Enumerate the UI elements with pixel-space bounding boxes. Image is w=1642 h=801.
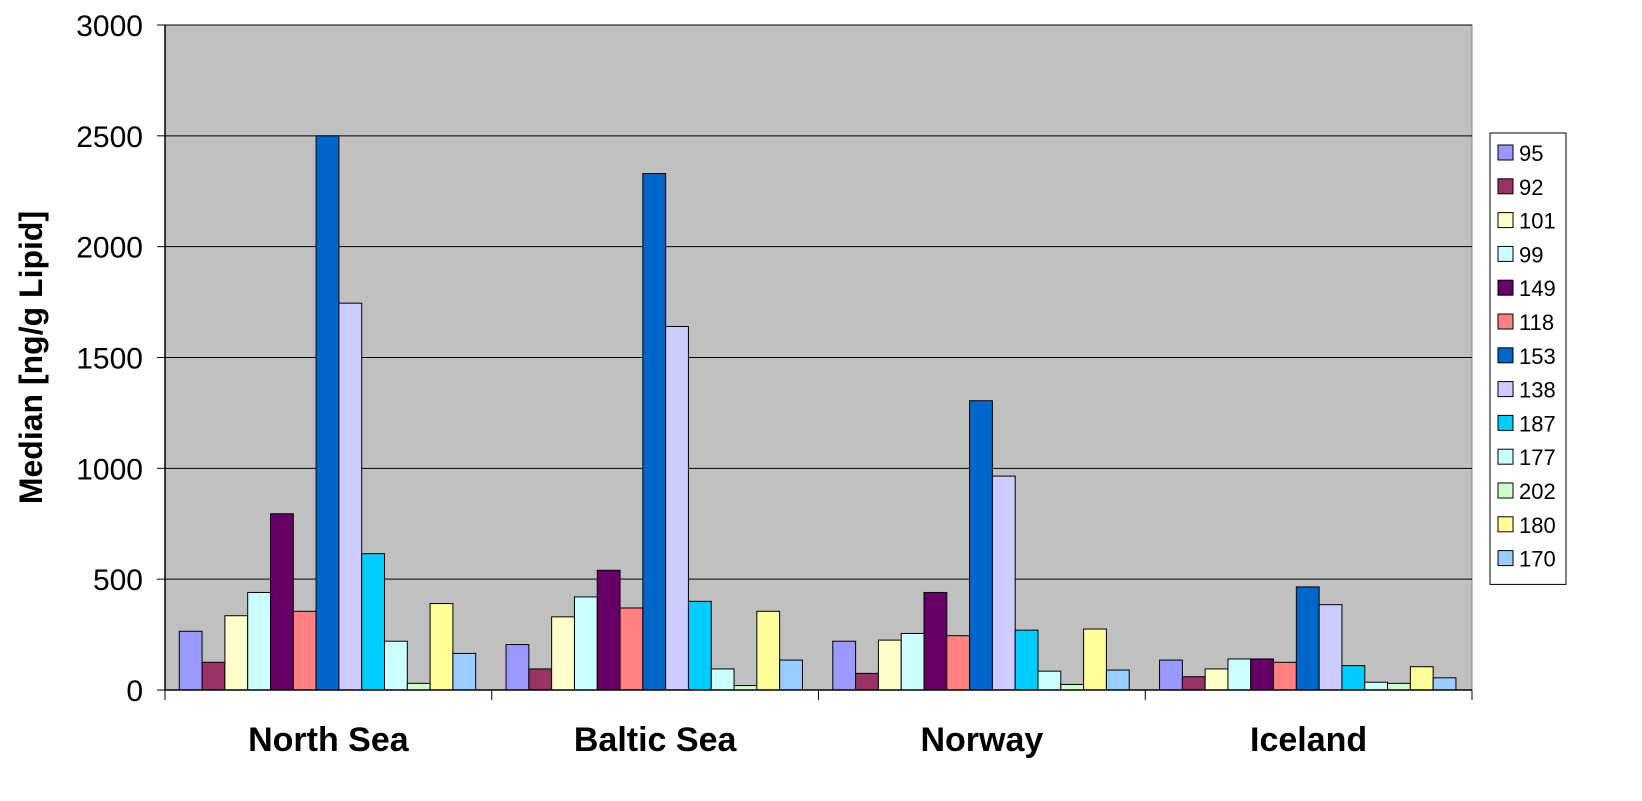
y-tick-labels: 0 500 1000 1500 2000 2500 3000 [76, 10, 143, 708]
bar-149-baltic-sea [596, 569, 621, 691]
legend-swatch [1497, 482, 1514, 499]
legend-swatch [1497, 550, 1514, 567]
bar-177-iceland [1364, 681, 1389, 691]
legend-swatch [1497, 347, 1514, 364]
legend-label: 149 [1519, 276, 1556, 301]
bar-180-iceland [1409, 666, 1434, 691]
bar-170-iceland [1432, 677, 1457, 691]
y-tick-label: 0 [126, 675, 143, 708]
bar-170-norway [1105, 669, 1130, 691]
bar-180-norway [1083, 628, 1107, 691]
legend-label: 153 [1519, 344, 1556, 369]
bar-92-north-sea [201, 661, 226, 691]
bar-202-norway [1060, 683, 1085, 691]
bar-92-norway [855, 672, 879, 691]
y-tick-label: 1500 [76, 343, 143, 376]
legend-swatch [1497, 448, 1514, 465]
bar-92-baltic-sea [528, 668, 553, 691]
bar-187-north-sea [361, 553, 386, 691]
category-label: Iceland [1250, 721, 1367, 759]
y-tick-label: 1000 [76, 453, 143, 486]
legend-swatch [1497, 516, 1514, 533]
bar-118-iceland [1273, 661, 1297, 691]
y-tick-label: 2000 [76, 232, 143, 265]
bar-177-norway [1037, 670, 1062, 691]
bar-138-baltic-sea [665, 325, 689, 691]
legend-swatch [1497, 178, 1514, 195]
bar-177-north-sea [384, 640, 408, 691]
bar-101-baltic-sea [551, 616, 575, 691]
bar-149-iceland [1250, 658, 1275, 691]
bar-153-baltic-sea [642, 173, 667, 691]
legend-label: 177 [1519, 445, 1556, 470]
bar-101-iceland [1204, 668, 1229, 691]
bar-95-norway [832, 640, 857, 691]
bar-177-baltic-sea [710, 668, 735, 691]
bar-101-north-sea [224, 615, 249, 691]
legend-label: 187 [1519, 411, 1556, 436]
legend-swatch [1497, 245, 1514, 262]
legend-label: 95 [1519, 141, 1543, 166]
y-tick-label: 2500 [76, 121, 143, 154]
bar-99-baltic-sea [573, 596, 598, 691]
legend-swatch [1497, 381, 1514, 398]
bar-95-iceland [1159, 659, 1183, 691]
bar-170-baltic-sea [779, 659, 803, 691]
legend-label: 101 [1519, 209, 1556, 234]
bar-149-north-sea [270, 513, 294, 691]
legend: 95 92 101 99 149 118 153 138 187 177 202 180 170 [1489, 132, 1567, 585]
bar-187-baltic-sea [687, 600, 712, 691]
legend-label: 180 [1519, 513, 1556, 538]
bar-99-iceland [1227, 658, 1252, 691]
y-tick-label: 500 [93, 564, 143, 597]
bar-202-north-sea [406, 682, 431, 691]
bar-170-north-sea [452, 652, 477, 691]
bar-180-baltic-sea [756, 610, 781, 691]
legend-swatch [1497, 414, 1514, 431]
bar-153-north-sea [315, 135, 340, 691]
bar-138-north-sea [338, 302, 363, 691]
category-label: Norway [920, 721, 1043, 759]
bar-138-norway [991, 475, 1016, 691]
legend-swatch [1497, 279, 1514, 296]
bars [178, 135, 1457, 691]
axes [157, 24, 1473, 700]
legend-swatch [1497, 313, 1514, 330]
legend-label: 118 [1519, 310, 1554, 335]
bar-153-norway [969, 400, 993, 691]
legend-label: 170 [1519, 547, 1556, 572]
y-axis-title: Median [ng/g Lipid] [13, 211, 49, 504]
bar-187-iceland [1341, 665, 1366, 691]
category-label: North Sea [248, 721, 410, 759]
bar-187-norway [1014, 629, 1039, 691]
bar-118-baltic-sea [619, 607, 644, 691]
bar-153-iceland [1295, 586, 1320, 691]
bar-95-north-sea [178, 630, 203, 691]
bar-180-north-sea [429, 603, 454, 691]
bar-118-north-sea [292, 610, 317, 691]
legend-label: 202 [1519, 479, 1556, 504]
bar-99-north-sea [247, 591, 271, 691]
legend-label: 99 [1519, 242, 1543, 267]
legend-label: 138 [1519, 378, 1556, 403]
y-tick-label: 3000 [76, 10, 143, 43]
bar-202-iceland [1387, 682, 1411, 691]
bar-118-norway [946, 635, 971, 691]
legend-label: 92 [1519, 175, 1543, 200]
bar-92-iceland [1181, 676, 1206, 691]
bar-101-norway [877, 639, 902, 691]
legend-swatch [1497, 144, 1514, 161]
bar-138-iceland [1318, 604, 1343, 691]
category-label: Baltic Sea [574, 721, 738, 759]
bar-149-norway [923, 591, 948, 691]
bar-99-norway [900, 632, 925, 691]
bar-95-baltic-sea [505, 644, 530, 691]
category-labels: North Sea Baltic Sea Norway Iceland [248, 721, 1367, 759]
legend-swatch [1497, 212, 1514, 229]
